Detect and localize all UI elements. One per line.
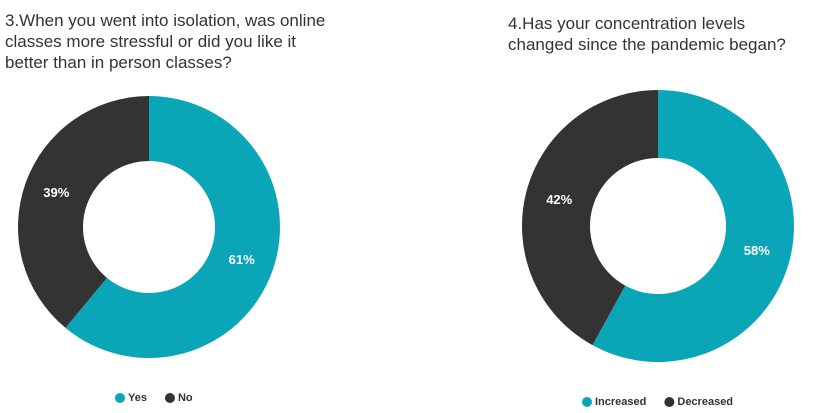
value-label: 39% bbox=[43, 185, 69, 200]
chart-title: 4.Has your concentration levels changed … bbox=[508, 14, 786, 54]
donut-slice bbox=[522, 90, 658, 346]
donut-slice bbox=[592, 90, 794, 362]
legend-label: Increased bbox=[595, 396, 646, 408]
donut-slice bbox=[65, 96, 281, 358]
chart-title: 3.When you went into isolation, was onli… bbox=[5, 11, 326, 72]
value-label: 61% bbox=[229, 252, 255, 267]
legend-marker bbox=[664, 397, 675, 407]
value-label: 58% bbox=[744, 243, 770, 258]
legend-label: Decreased bbox=[677, 396, 733, 408]
legend-marker bbox=[582, 397, 592, 407]
value-label: 42% bbox=[546, 192, 572, 207]
legend-marker bbox=[164, 393, 175, 403]
legend-marker bbox=[115, 393, 125, 403]
legend-label: Yes bbox=[128, 392, 147, 404]
donut-slice bbox=[18, 96, 149, 328]
legend-label: No bbox=[178, 392, 193, 404]
